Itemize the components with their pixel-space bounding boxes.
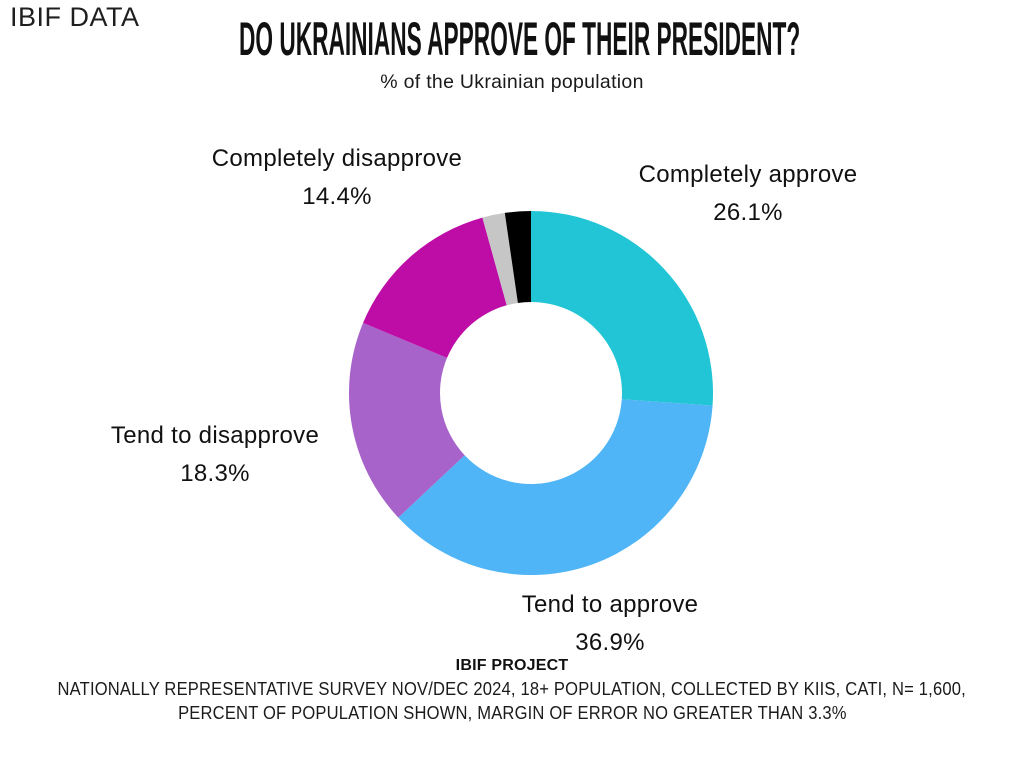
- footer-project: IBIF PROJECT: [455, 657, 569, 674]
- donut-segment-unlabeled-5: [504, 211, 531, 303]
- page-title: DO UKRAINIANS APPROVE OF THEIR PRESIDENT…: [0, 15, 1024, 62]
- donut-segment-tend-to-approve: [398, 399, 713, 576]
- donut-segment-completely-approve: [531, 211, 714, 406]
- donut-segment-unlabeled-4: [482, 212, 518, 306]
- segment-label: Tend to disapprove: [110, 422, 320, 449]
- donut-segment-tend-to-disapprove: [348, 322, 465, 518]
- segment-value: 26.1%: [713, 199, 783, 226]
- segment-value: 14.4%: [302, 183, 372, 210]
- callout-tend-to-approve: Tend to approve 36.9%: [522, 586, 699, 662]
- footer-note-line1-text: NATIONALLY REPRESENTATIVE SURVEY NOV/DEC…: [57, 679, 967, 699]
- footer-note-line2: PERCENT OF POPULATION SHOWN, MARGIN OF E…: [0, 703, 1024, 724]
- footer-note-line1: NATIONALLY REPRESENTATIVE SURVEY NOV/DEC…: [0, 679, 1024, 700]
- page-subtitle: % of the Ukrainian population: [380, 71, 644, 93]
- callout-tend-to-disapprove: Tend to disapprove 18.3%: [111, 417, 319, 493]
- footer-note-line2-text: PERCENT OF POPULATION SHOWN, MARGIN OF E…: [177, 703, 847, 723]
- segment-label: Tend to approve: [521, 591, 699, 618]
- callout-completely-disapprove: Completely disapprove 14.4%: [212, 140, 462, 216]
- callout-completely-approve: Completely approve 26.1%: [639, 156, 858, 232]
- segment-label: Completely disapprove: [211, 145, 463, 172]
- donut-chart-wrap: [331, 193, 731, 593]
- donut-segment-completely-disapprove: [363, 217, 507, 358]
- brand-logo: IBIF DATA: [10, 2, 140, 32]
- segment-label: Completely approve: [638, 161, 858, 188]
- page-title-text: DO UKRAINIANS APPROVE OF THEIR PRESIDENT…: [239, 12, 801, 66]
- segment-value: 18.3%: [180, 460, 250, 487]
- segment-value: 36.9%: [575, 629, 645, 656]
- donut-chart: [348, 211, 714, 576]
